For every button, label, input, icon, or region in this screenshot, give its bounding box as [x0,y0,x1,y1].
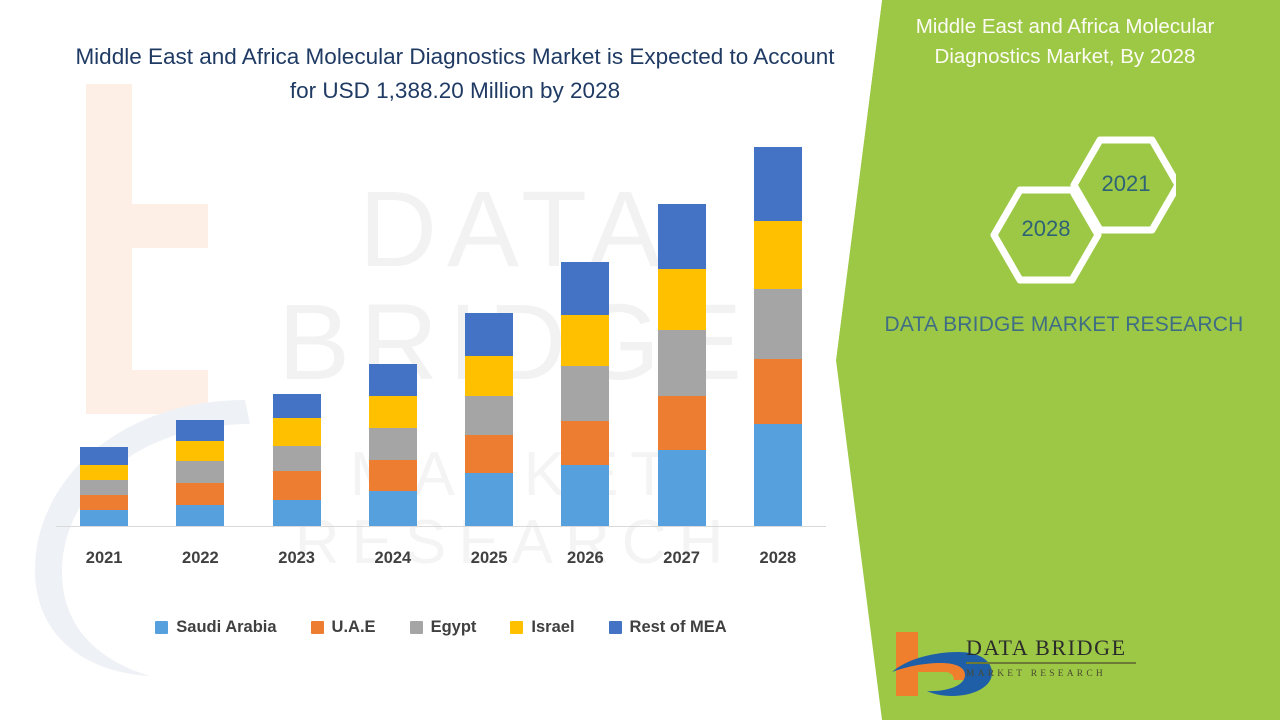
legend-swatch-icon [409,620,423,634]
x-axis-label-2022: 2022 [182,549,219,567]
bar-2024 [368,363,417,526]
legend-swatch-icon [310,620,324,634]
bar-segment-2021-rest-of-mea [80,446,129,465]
logo-divider [966,662,1136,664]
chart-legend: Saudi Arabia U.A.E Egypt Israel Rest of MEA [56,612,826,642]
brand-name: DATA BRIDGE MARKET RESEARCH [884,313,1244,336]
bar-segment-2025-rest-of-mea [465,312,514,356]
panel-title: Middle East and Africa Molecular Diagnos… [915,15,1215,68]
x-axis-label-2028: 2028 [759,549,797,567]
bar-segment-2028-saudi-arabia [753,423,802,526]
legend-label: Israel [531,617,575,636]
bar-2027 [657,203,706,526]
bar-2021 [80,446,129,526]
bar-segment-2022-u-a-e [176,482,225,505]
legend-swatch-icon [155,620,169,634]
bar-segment-2028-rest-of-mea [753,146,802,221]
bar-segment-2022-israel [176,440,225,461]
chart-plot-area: 2021 2022 2023 2024 2025 2026 2027 2028 [56,146,826,567]
bar-segment-2025-israel [465,355,514,396]
legend-item-saudi-arabia[interactable]: Saudi Arabia [155,617,277,637]
bar-2025 [465,312,514,526]
logo-tagline: MARKET RESEARCH [966,668,1106,679]
bar-segment-2027-egypt [657,330,706,396]
bar-segment-2025-egypt [465,395,514,436]
legend-item-egypt[interactable]: Egypt [409,617,477,637]
bar-segment-2027-saudi-arabia [657,449,706,526]
bar-segment-2026-egypt [561,365,610,421]
bar-segment-2023-rest-of-mea [272,393,321,418]
bar-2026 [561,261,610,526]
bar-segment-2026-rest-of-mea [561,261,610,315]
bar-segment-2027-israel [657,269,706,331]
bar-segment-2025-saudi-arabia [465,473,514,526]
bar-segment-2023-u-a-e [272,470,321,500]
bar-segment-2025-u-a-e [465,435,514,473]
x-axis-label-2023: 2023 [278,549,315,567]
bar-segment-2022-rest-of-mea [176,419,225,441]
bar-2028 [753,146,802,526]
legend-swatch-icon [608,620,622,634]
bar-segment-2026-u-a-e [561,420,610,465]
x-axis-label-2026: 2026 [567,549,604,567]
bar-segment-2028-u-a-e [753,359,802,424]
bar-segment-2027-u-a-e [657,395,706,450]
bar-segment-2021-egypt [80,479,129,495]
legend-label: U.A.E [331,617,376,636]
x-axis-labels: 2021 2022 2023 2024 2025 2026 2027 2028 [56,544,826,568]
stacked-bar-chart: 2021 2022 2023 2024 2025 2026 2027 2028 [56,146,826,570]
hexagon-2021-label: 2021 [1101,171,1151,196]
bar-2023 [272,393,321,526]
page-title: Middle East and Africa Molecular Diagnos… [75,44,835,103]
legend-label: Rest of MEA [629,617,727,636]
green-panel-shape [836,0,1280,720]
legend-label: Egypt [430,617,477,636]
hexagon-badges: 2028 2021 [976,130,1182,290]
hexagon-2028-shape [990,186,1102,284]
bar-segment-2021-u-a-e [80,494,129,510]
legend-item-israel[interactable]: Israel [510,617,575,637]
bar-segment-2022-saudi-arabia [176,504,225,526]
hexagon-2028-label: 2028 [1021,216,1071,241]
logo-name: DATA BRIDGE [966,635,1127,660]
bar-segment-2023-saudi-arabia [272,499,321,526]
bar-segment-2021-israel [80,464,129,480]
legend-label: Saudi Arabia [176,617,277,636]
bar-segment-2024-israel [368,395,417,428]
bar-segment-2026-saudi-arabia [561,464,610,526]
x-axis-label-2024: 2024 [374,549,412,567]
bar-segment-2027-rest-of-mea [657,203,706,270]
x-axis-label-2027: 2027 [663,549,700,567]
legend-item-u-a-e[interactable]: U.A.E [310,617,376,637]
bar-segment-2024-rest-of-mea [368,363,417,396]
bar-segment-2023-israel [272,417,321,446]
bar-segment-2024-saudi-arabia [368,490,417,526]
bar-segment-2028-egypt [753,289,802,360]
bar-2022 [176,419,225,526]
legend-item-rest-of-mea[interactable]: Rest of MEA [608,617,727,637]
legend-swatch-icon [510,620,524,634]
brand-panel: Middle East and Africa Molecular Diagnos… [836,0,1280,720]
bar-segment-2024-egypt [368,427,417,460]
bar-segment-2024-u-a-e [368,459,417,491]
logo-wordmark: DATA BRIDGE MARKET RESEARCH [966,636,1166,681]
bar-segment-2022-egypt [176,460,225,483]
bar-segment-2026-israel [561,314,610,366]
bar-segment-2028-israel [753,220,802,290]
bar-segment-2023-egypt [272,445,321,471]
x-axis-label-2025: 2025 [470,549,508,567]
x-axis-label-2021: 2021 [85,549,123,567]
x-axis-line [56,526,826,527]
bar-segment-2021-saudi-arabia [80,509,129,526]
